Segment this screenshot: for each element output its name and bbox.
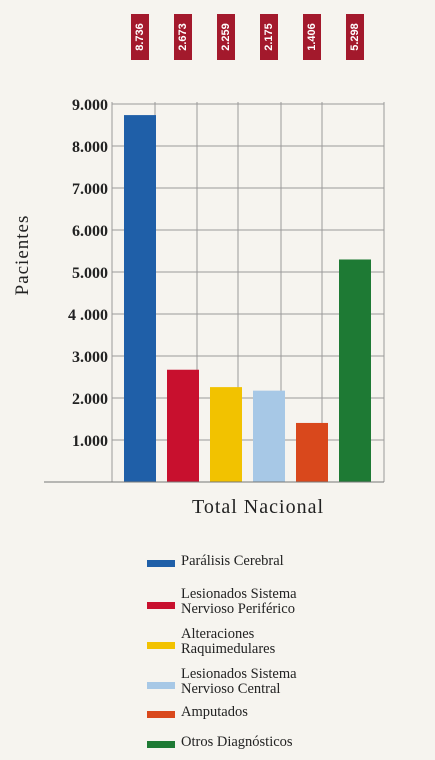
legend-label: Alteraciones bbox=[181, 626, 255, 642]
legend-label: Nervioso Central bbox=[181, 681, 280, 697]
bar bbox=[124, 115, 156, 482]
legend-label: Lesionados Sistema bbox=[181, 666, 297, 682]
y-tick-label: 8.000 bbox=[72, 139, 108, 156]
legend-label: Nervioso Periférico bbox=[181, 601, 295, 617]
legend-label: Parálisis Cerebral bbox=[181, 553, 284, 569]
bar bbox=[167, 369, 199, 482]
legend-swatch bbox=[147, 560, 175, 567]
legend-swatch bbox=[147, 642, 175, 649]
bars bbox=[124, 115, 371, 482]
legend-swatch bbox=[147, 602, 175, 609]
data-label-box bbox=[174, 14, 192, 60]
data-label-box bbox=[131, 14, 149, 60]
y-axis-label: Pacientes bbox=[12, 215, 33, 296]
data-label: 1.406 bbox=[306, 23, 318, 51]
legend-swatch bbox=[147, 682, 175, 689]
legend-label: Otros Diagnósticos bbox=[181, 734, 293, 750]
y-tick-label: 1.000 bbox=[72, 433, 108, 450]
y-tick-label: 9.000 bbox=[72, 97, 108, 114]
y-axis-ticks: 1.000 2.000 3.000 4 .000 5.000 6.000 7.000 8.00… bbox=[68, 97, 108, 450]
data-label: 2.673 bbox=[177, 23, 189, 51]
bar bbox=[339, 259, 371, 482]
legend-label: Lesionados Sistema bbox=[181, 586, 297, 602]
x-axis-label: Total Nacional bbox=[192, 496, 324, 518]
y-tick-label: 3.000 bbox=[72, 349, 108, 366]
bar bbox=[296, 422, 328, 482]
legend-label: Raquimedulares bbox=[181, 641, 276, 657]
y-tick-label: 7.000 bbox=[72, 181, 108, 198]
y-tick-label: 4 .000 bbox=[68, 307, 108, 324]
legend-swatch bbox=[147, 711, 175, 718]
data-label-box bbox=[303, 14, 321, 60]
y-tick-label: 6.000 bbox=[72, 223, 108, 240]
data-label: 5.298 bbox=[349, 23, 361, 51]
data-label: 8.736 bbox=[134, 23, 146, 51]
legend-label: Amputados bbox=[181, 704, 248, 720]
data-labels: 8.736 2.673 2.259 2.175 1.406 5.298 bbox=[131, 14, 364, 60]
y-tick-label: 2.000 bbox=[72, 391, 108, 408]
data-label-box bbox=[346, 14, 364, 60]
data-label-box bbox=[217, 14, 235, 60]
data-label: 2.175 bbox=[263, 23, 275, 51]
data-label: 2.259 bbox=[220, 23, 232, 51]
bar bbox=[210, 387, 242, 482]
bar bbox=[253, 390, 285, 482]
legend-swatch bbox=[147, 741, 175, 748]
data-label-box bbox=[260, 14, 278, 60]
y-tick-label: 5.000 bbox=[72, 265, 108, 282]
